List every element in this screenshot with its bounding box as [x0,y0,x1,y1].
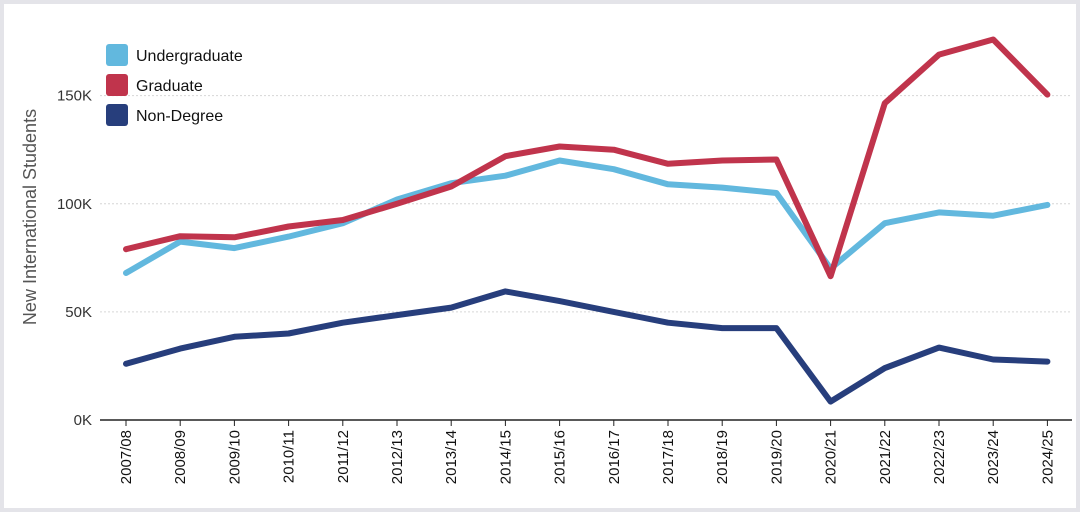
legend-label: Graduate [136,78,203,95]
x-tick-label: 2011/12 [335,430,352,483]
y-tick-label: 50K [65,304,92,321]
x-tick-label: 2023/24 [985,430,1002,484]
x-tick-label: 2020/21 [823,430,840,484]
y-axis-ticks: 0K 50K 100K 150K [57,88,92,429]
legend-label: Undergraduate [136,48,243,65]
x-tick-label: 2016/17 [606,430,623,484]
grid-lines [100,95,1072,313]
x-tick-label: 2014/15 [497,430,514,484]
legend: Undergraduate Graduate Non-Degree [106,44,243,126]
x-axis: 2007/08 2008/09 2009/10 2010/11 2011/12 2012/… [100,419,1072,484]
legend-label: Non-Degree [136,108,223,125]
series-line-non-degree [123,288,1051,405]
series-line-undergraduate [123,157,1051,276]
legend-swatch [106,74,128,96]
x-tick-label: 2010/11 [281,430,298,483]
x-tick-label: 2017/18 [660,430,677,484]
x-tick-label: 2007/08 [118,430,135,484]
x-tick-label: 2013/14 [443,430,460,484]
y-tick-label: 0K [74,412,92,429]
x-tick-label: 2018/19 [714,430,731,484]
x-tick-label: 2012/13 [389,430,406,484]
legend-swatch [106,44,128,66]
x-tick-label: 2015/16 [552,430,569,484]
x-tick-label: 2009/10 [226,430,243,484]
x-tick-label: 2022/23 [931,430,948,484]
legend-swatch [106,104,128,126]
y-axis-title: New International Students [20,109,40,325]
x-tick-label: 2019/20 [768,430,785,484]
series-line-graduate [123,36,1051,280]
x-tick-label: 2008/09 [172,430,189,484]
x-tick-label: 2024/25 [1039,430,1056,484]
y-tick-label: 150K [57,88,92,105]
y-tick-label: 100K [57,196,92,213]
series-lines [123,36,1051,405]
x-tick-label: 2021/22 [877,430,894,484]
